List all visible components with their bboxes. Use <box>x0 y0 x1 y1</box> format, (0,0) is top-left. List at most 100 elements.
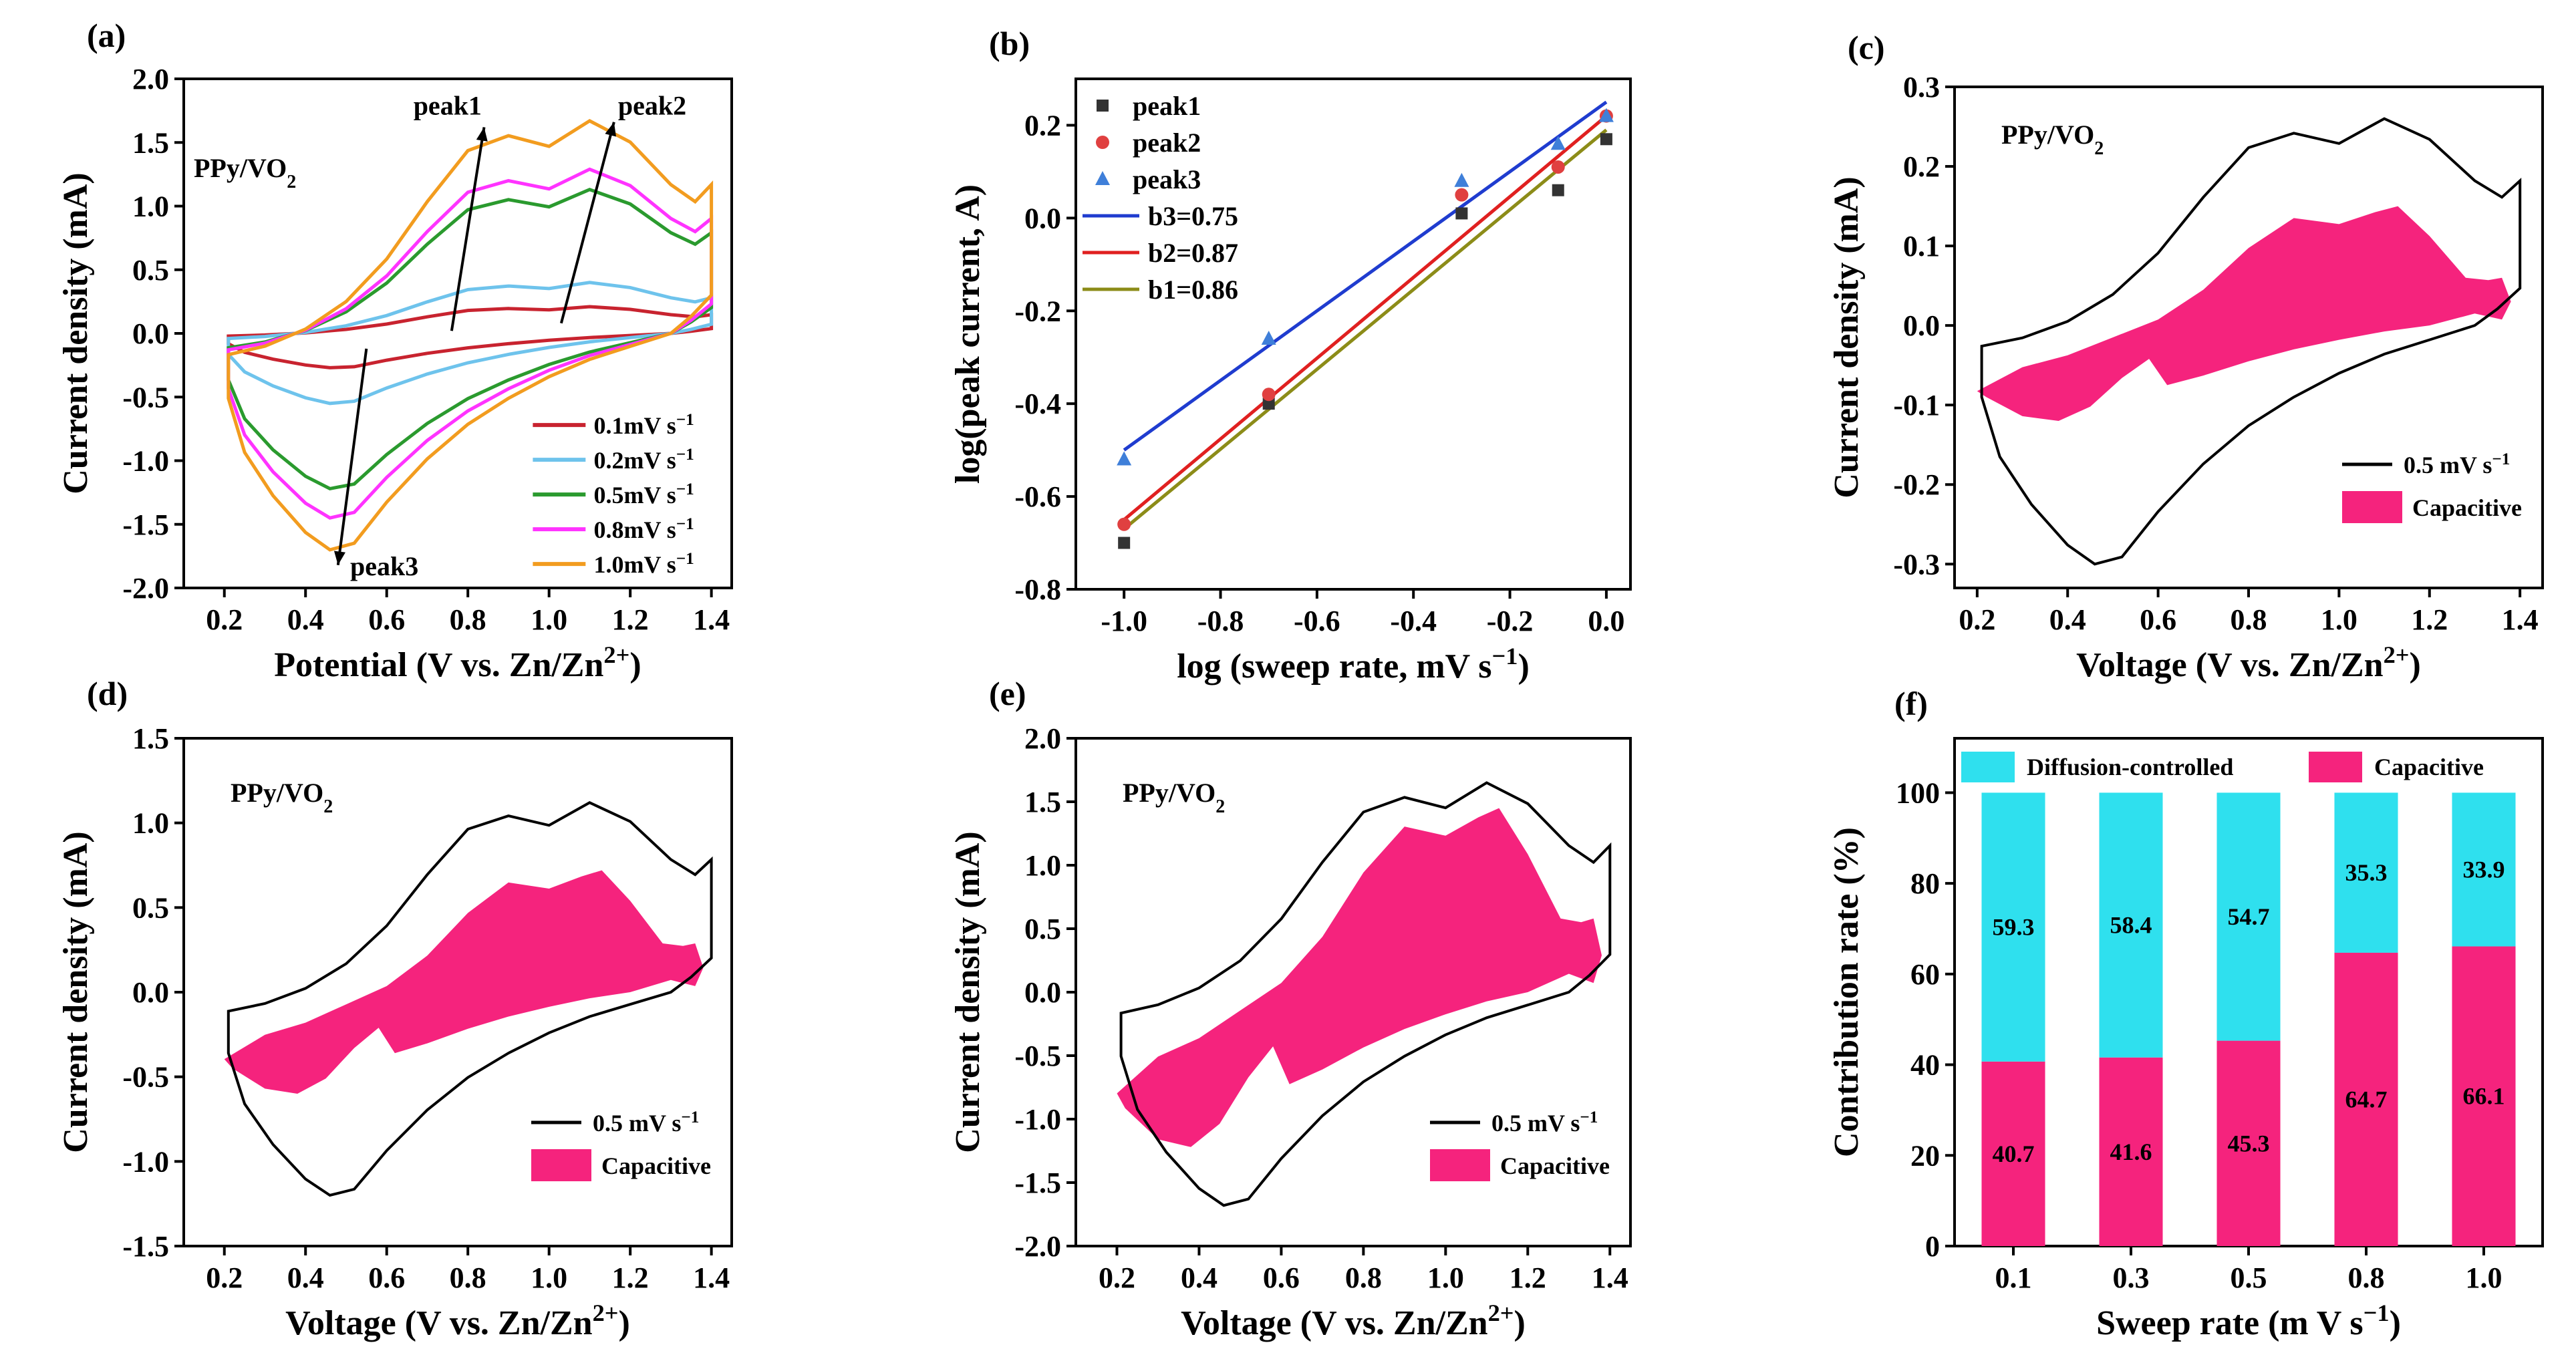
a-cv-curve <box>227 188 714 491</box>
e-x-axis-title-part: ) <box>1514 1304 1526 1342</box>
a-legend-label: 0.8mV s−1 <box>593 515 694 544</box>
e-y-tick-label: 0.5 <box>1024 913 1061 945</box>
f-y-tick-label: 0 <box>1925 1230 1940 1263</box>
b-peak1-point <box>1600 133 1612 146</box>
b-peak3-point <box>1454 172 1469 187</box>
b-peak1-point <box>1118 537 1131 549</box>
c-y-tick-label: -0.1 <box>1893 389 1940 422</box>
f-bar-label-diffusion: 59.3 <box>1993 914 2035 941</box>
b-peak1-point <box>1455 207 1468 220</box>
a-legend-label-part: 0.5mV s <box>593 482 676 508</box>
d-y-axis-title: Current density (mA) <box>57 831 95 1153</box>
b-peak3-point <box>1598 108 1614 122</box>
f-panel-letter: (f) <box>1894 685 1928 722</box>
c-y-tick-label: 0.3 <box>1903 71 1940 104</box>
e-x-tick-label: 1.0 <box>1427 1261 1464 1294</box>
b-peak2-point <box>1117 517 1131 531</box>
e-x-tick-label: 0.2 <box>1099 1261 1135 1294</box>
e-legend-label-cv: 0.5 mV s−1 <box>1491 1108 1598 1137</box>
a-y-tick-label: -1.5 <box>122 508 169 541</box>
f-y-tick-label: 60 <box>1910 958 1940 991</box>
f-bar-label-diffusion: 58.4 <box>2110 912 2152 939</box>
a-legend-label-part: 0.2mV s <box>593 447 676 474</box>
e-y-tick-label: 2.0 <box>1024 722 1061 755</box>
f-bar-label-diffusion: 35.3 <box>2345 859 2388 886</box>
d-y-tick-label: 1.5 <box>132 722 169 755</box>
f-bar-capacitive <box>2216 1040 2281 1246</box>
d-x-axis-title: Voltage (V vs. Zn/Zn2+) <box>285 1300 630 1342</box>
a-x-tick-label: 0.2 <box>206 603 243 636</box>
b-x-tick-label: -0.6 <box>1294 605 1340 637</box>
d-x-axis-title-part: ) <box>619 1304 630 1342</box>
f-bar-diffusion <box>2099 792 2163 1058</box>
f-legend-label-capacitive: Capacitive <box>2374 754 2484 780</box>
d-x-tick-label: 1.2 <box>612 1261 649 1294</box>
c-legend-label-cv-part: −1 <box>2492 450 2510 468</box>
f-y-tick-label: 100 <box>1896 776 1940 809</box>
a-legend-label-part: 1.0mV s <box>593 551 676 578</box>
e-legend-label-cv-part: −1 <box>1580 1108 1598 1126</box>
a-y-tick-label: -1.0 <box>122 445 169 478</box>
d-y-tick-label: -0.5 <box>122 1061 169 1094</box>
a-y-tick-label: -2.0 <box>122 572 169 605</box>
f-bar-diffusion <box>2452 792 2516 947</box>
b-fit-line <box>1123 114 1608 521</box>
b-y-tick-label: -0.6 <box>1014 480 1061 513</box>
d-x-tick-label: 1.0 <box>531 1261 567 1294</box>
b-y-axis-title: log(peak current, A) <box>949 184 987 484</box>
d-x-tick-label: 0.6 <box>368 1261 405 1294</box>
c-y-tick-label: -0.3 <box>1893 548 1940 581</box>
d-y-axis-title-part: Current density (mA) <box>57 831 95 1153</box>
d-panel-letter: (d) <box>87 675 128 712</box>
d-sample-label-part: PPy/VO <box>231 778 323 808</box>
b-y-tick-label: 0.0 <box>1024 202 1061 235</box>
c-y-tick-label: -0.2 <box>1893 468 1940 501</box>
b-x-tick-label: 0.0 <box>1588 605 1624 637</box>
b-y-tick-label: -0.8 <box>1014 573 1061 606</box>
e-x-tick-label: 0.6 <box>1263 1261 1300 1294</box>
c-x-axis-title: Voltage (V vs. Zn/Zn2+) <box>2076 641 2421 684</box>
d-x-tick-label: 1.4 <box>693 1261 730 1294</box>
e-legend-swatch <box>1430 1149 1490 1181</box>
c-panel-letter: (c) <box>1848 29 1885 66</box>
e-sample-label-part: PPy/VO <box>1123 778 1215 808</box>
b-x-tick-label: -1.0 <box>1101 605 1147 637</box>
c-legend-label-cv-part: 0.5 mV s <box>2404 452 2492 478</box>
a-y-tick-label: -0.5 <box>122 381 169 414</box>
a-x-tick-label: 1.0 <box>531 603 567 636</box>
b-legend-fit-label: b2=0.87 <box>1148 238 1238 268</box>
panel-b: -1.0 -0.8 -0.6 -0.4 -0.2 0.0 -0.8 -0.6 -0.4 -0.2 0… <box>949 25 1632 686</box>
c-y-axis-title-part: Current density (mA) <box>1828 176 1866 498</box>
d-legend-label-cap: Capacitive <box>601 1153 711 1179</box>
c-cv-curve <box>1980 117 2522 566</box>
b-x-axis-title: log (sweep rate, mV s−1) <box>1177 643 1530 686</box>
a-legend-label-part: 0.8mV s <box>593 516 676 543</box>
f-y-tick-label: 80 <box>1910 867 1940 900</box>
b-legend-marker <box>1097 100 1109 112</box>
f-bar-capacitive <box>2334 952 2398 1246</box>
e-cv-curve <box>1119 781 1612 1207</box>
e-y-tick-label: -2.0 <box>1014 1230 1061 1263</box>
e-x-axis-title: Voltage (V vs. Zn/Zn2+) <box>1181 1300 1526 1342</box>
e-legend-label-cap: Capacitive <box>1500 1153 1610 1179</box>
c-y-tick-label: 0.0 <box>1903 309 1940 342</box>
d-x-tick-label: 0.2 <box>206 1261 243 1294</box>
f-bar-diffusion <box>2216 792 2281 1041</box>
d-sample-label: PPy/VO2 <box>231 778 333 817</box>
e-y-axis-title-part: Current density (mA) <box>949 831 987 1153</box>
e-legend-label-cv-part: 0.5 mV s <box>1491 1110 1580 1136</box>
b-legend-fit-label: b3=0.75 <box>1148 201 1238 231</box>
d-legend-label-cv-part: −1 <box>681 1108 699 1126</box>
a-x-axis-title-part: Potential (V vs. Zn/Zn <box>274 646 603 684</box>
a-panel-letter: (a) <box>87 17 126 54</box>
e-x-tick-label: 0.4 <box>1181 1261 1218 1294</box>
f-bar-label-capacitive: 45.3 <box>2228 1130 2270 1157</box>
a-peak2-label: peak2 <box>618 90 686 120</box>
c-x-axis-title-part: ) <box>2410 646 2421 684</box>
b-legend-fit-label: b1=0.86 <box>1148 275 1238 305</box>
a-y-tick-label: 0.0 <box>132 317 169 350</box>
a-cv-curve <box>227 119 714 552</box>
b-y-tick-label: -0.4 <box>1014 388 1061 420</box>
e-y-tick-label: -0.5 <box>1014 1040 1061 1072</box>
a-x-tick-label: 1.2 <box>612 603 649 636</box>
